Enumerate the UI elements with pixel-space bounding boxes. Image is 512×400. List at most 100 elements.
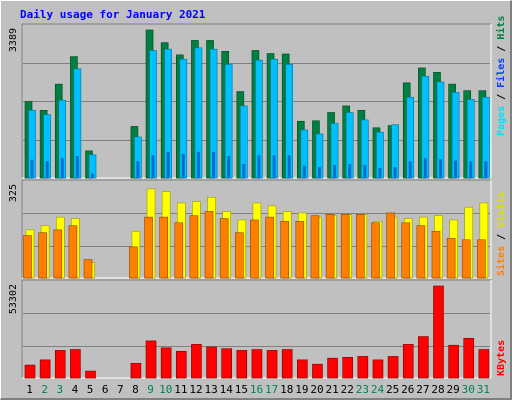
x-tick-label: 3 [57,383,64,396]
legend-separator: / [496,228,507,246]
bar-pages [333,164,337,178]
bar-pages [302,165,306,178]
bar-pages [363,164,367,178]
bar-kbytes [85,370,96,379]
bar-sites [371,222,380,279]
bar-pages [45,161,49,178]
bar-kbytes [327,357,338,379]
bar-pages [287,155,291,178]
bar-kbytes [342,356,354,379]
x-tick-label: 9 [147,383,154,396]
bar-kbytes [130,363,142,379]
bar-pages [212,151,216,178]
bar-kbytes [175,350,187,379]
x-tick-label: 1 [26,383,33,396]
x-tick-label: 5 [87,383,94,396]
bar-pages [438,159,442,178]
bar-kbytes [281,349,293,379]
bar-kbytes [145,340,157,379]
bar-pages [272,155,276,178]
bar-kbytes [463,338,475,379]
bar-sites [250,219,259,279]
legend-hits: Hits [495,16,507,40]
bar-sites [416,225,426,279]
bar-sites [23,235,32,279]
y-axis-max-label: 325 [8,184,19,202]
bar-pages [196,151,200,178]
x-tick-label: 12 [189,383,202,396]
bar-sites [174,222,184,279]
x-tick-label: 4 [72,383,79,396]
bar-sites [265,216,274,279]
y-axis-max-label: 3389 [8,28,19,52]
bar-sites [340,214,350,279]
x-tick-label: 8 [132,383,139,396]
bar-pages [166,151,170,178]
bar-kbytes [433,285,444,379]
bar-sites [280,221,289,279]
bar-kbytes [251,349,263,379]
x-tick-label: 26 [401,383,414,396]
x-tick-label: 18 [280,383,293,396]
bar-pages [151,155,155,178]
bar-pages [317,167,321,178]
bar-kbytes [478,349,490,379]
x-tick-label: 17 [265,383,278,396]
bar-sites [129,246,138,279]
bar-kbytes [70,349,81,379]
x-tick-label: 10 [159,383,172,396]
y-axis-max-label: 53302 [8,284,19,314]
legend-visits: Visits [495,192,507,228]
bar-sites [310,215,320,279]
bar-pages [423,158,427,178]
x-tick-label: 20 [310,383,323,396]
bar-pages [60,158,64,178]
bar-sites [204,211,214,279]
bar-kbytes [24,364,36,379]
bar-pages [181,153,185,178]
bar-pages [91,173,95,178]
legend-kbytes-label: KBytes [496,340,507,376]
bar-sites [53,229,63,279]
bar-kbytes [372,359,384,379]
x-tick-label: 24 [371,383,385,396]
bar-sites [189,215,199,279]
bar-sites [295,221,305,279]
bar-pages [30,159,34,178]
bar-sites [401,222,411,279]
legend-separator: / [496,88,507,106]
bar-pages [227,156,231,178]
bar-kbytes [402,344,414,379]
legend-kbytes: KBytes [496,340,507,376]
x-tick-label: 29 [447,383,460,396]
bar-pages [408,161,412,178]
bar-kbytes [39,359,51,379]
bar-pages [393,167,397,178]
bar-kbytes [160,347,172,379]
legend-separator: / [496,40,507,58]
bar-kbytes [357,356,369,379]
bar-pages [469,161,473,178]
bar-sites [431,230,441,279]
bar-sites [159,216,168,279]
bar-sites [477,239,486,279]
bar-kbytes [312,363,323,379]
x-tick-label: 21 [326,383,339,396]
x-tick-label: 16 [250,383,263,396]
bar-kbytes [297,359,308,379]
bar-kbytes [448,344,459,379]
legend-hits-files-pages: Pages / Files / Hits [495,16,507,136]
bar-kbytes [54,350,66,379]
legend-sites: Sites [495,246,507,276]
bar-kbytes [387,356,399,379]
bar-pages [257,155,261,178]
bar-kbytes [236,350,248,379]
bar-sites [235,232,244,279]
bar-sites [144,216,153,279]
bar-sites [446,238,456,279]
x-tick-label: 23 [356,383,369,396]
x-tick-label: 11 [174,383,187,396]
bar-sites [386,212,395,279]
x-tick-label: 19 [295,383,308,396]
